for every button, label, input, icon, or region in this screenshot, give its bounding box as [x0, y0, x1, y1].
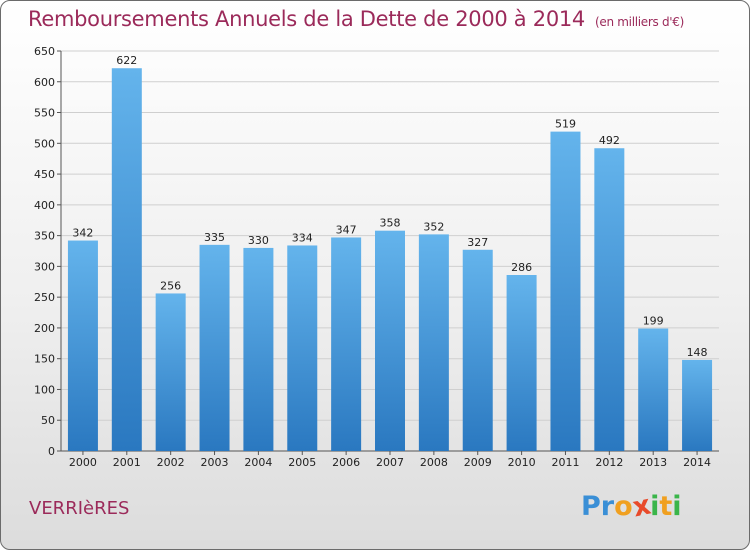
y-tick-label: 250: [34, 291, 55, 304]
x-tick-label: 2007: [376, 456, 404, 469]
bar: [682, 359, 713, 451]
bar-value-label: 492: [599, 134, 620, 147]
bar: [375, 230, 405, 451]
bar-value-label: 199: [643, 315, 664, 328]
x-tick-label: 2006: [332, 456, 360, 469]
y-tick-label: 0: [48, 445, 55, 458]
x-tick-label: 2001: [113, 456, 141, 469]
x-tick-label: 2011: [551, 456, 579, 469]
bar-value-label: 335: [204, 231, 225, 244]
x-tick-label: 2009: [464, 456, 492, 469]
logo-letter: t: [659, 491, 673, 522]
bar-value-label: 330: [248, 234, 269, 247]
bar-value-label: 342: [72, 227, 93, 240]
bar-value-label: 622: [116, 54, 137, 67]
bar: [550, 131, 581, 451]
x-tick-label: 2013: [639, 456, 667, 469]
y-tick-label: 400: [34, 199, 55, 212]
x-tick-label: 2005: [288, 456, 316, 469]
chart-title: Remboursements Annuels de la Dette de 20…: [28, 7, 684, 31]
x-tick-label: 2008: [420, 456, 448, 469]
logo-letter: i: [672, 491, 682, 522]
bar: [155, 293, 186, 451]
bar-value-label: 327: [467, 236, 488, 249]
y-tick-label: 300: [34, 260, 55, 273]
bar-value-label: 358: [380, 217, 401, 230]
x-tick-label: 2004: [244, 456, 272, 469]
bar: [418, 234, 449, 451]
x-tick-label: 2002: [157, 456, 185, 469]
y-tick-label: 650: [34, 45, 55, 58]
bar-value-label: 148: [687, 346, 708, 359]
bar-value-label: 256: [160, 279, 181, 292]
x-tick-label: 2010: [508, 456, 536, 469]
y-tick-label: 350: [34, 230, 55, 243]
x-tick-label: 2000: [69, 456, 97, 469]
y-tick-label: 150: [34, 353, 55, 366]
bar-value-label: 519: [555, 118, 576, 131]
bar: [67, 240, 98, 451]
bar: [638, 328, 669, 451]
bar: [594, 148, 625, 451]
logo-letter: r: [600, 491, 615, 522]
logo-letter: P: [581, 491, 601, 522]
bar: [199, 244, 230, 451]
bar: [462, 249, 493, 451]
x-tick-label: 2012: [595, 456, 623, 469]
x-tick-label: 2014: [683, 456, 711, 469]
bar: [506, 275, 537, 451]
y-tick-label: 500: [34, 137, 55, 150]
bar: [111, 68, 142, 451]
bar-value-label: 352: [423, 220, 444, 233]
logo-letter: i: [650, 491, 660, 522]
y-tick-label: 550: [34, 107, 55, 120]
y-tick-label: 50: [41, 414, 55, 427]
bar-value-label: 347: [336, 223, 357, 236]
logo-letter: o: [614, 491, 633, 522]
x-tick-label: 2003: [201, 456, 229, 469]
commune-name: VERRIèRES: [29, 498, 130, 519]
bar-value-label: 286: [511, 261, 532, 274]
chart-title-text: Remboursements Annuels de la Dette de 20…: [28, 7, 585, 31]
chart-subtitle: (en milliers d'€): [595, 15, 685, 29]
bar-value-label: 334: [292, 231, 313, 244]
y-tick-label: 600: [34, 76, 55, 89]
bar: [331, 237, 362, 451]
y-tick-label: 200: [34, 322, 55, 335]
proxiti-logo: Proxiti: [581, 490, 682, 524]
bar: [287, 245, 318, 451]
bar: [243, 247, 274, 451]
y-tick-label: 450: [34, 168, 55, 181]
y-tick-label: 100: [34, 383, 55, 396]
